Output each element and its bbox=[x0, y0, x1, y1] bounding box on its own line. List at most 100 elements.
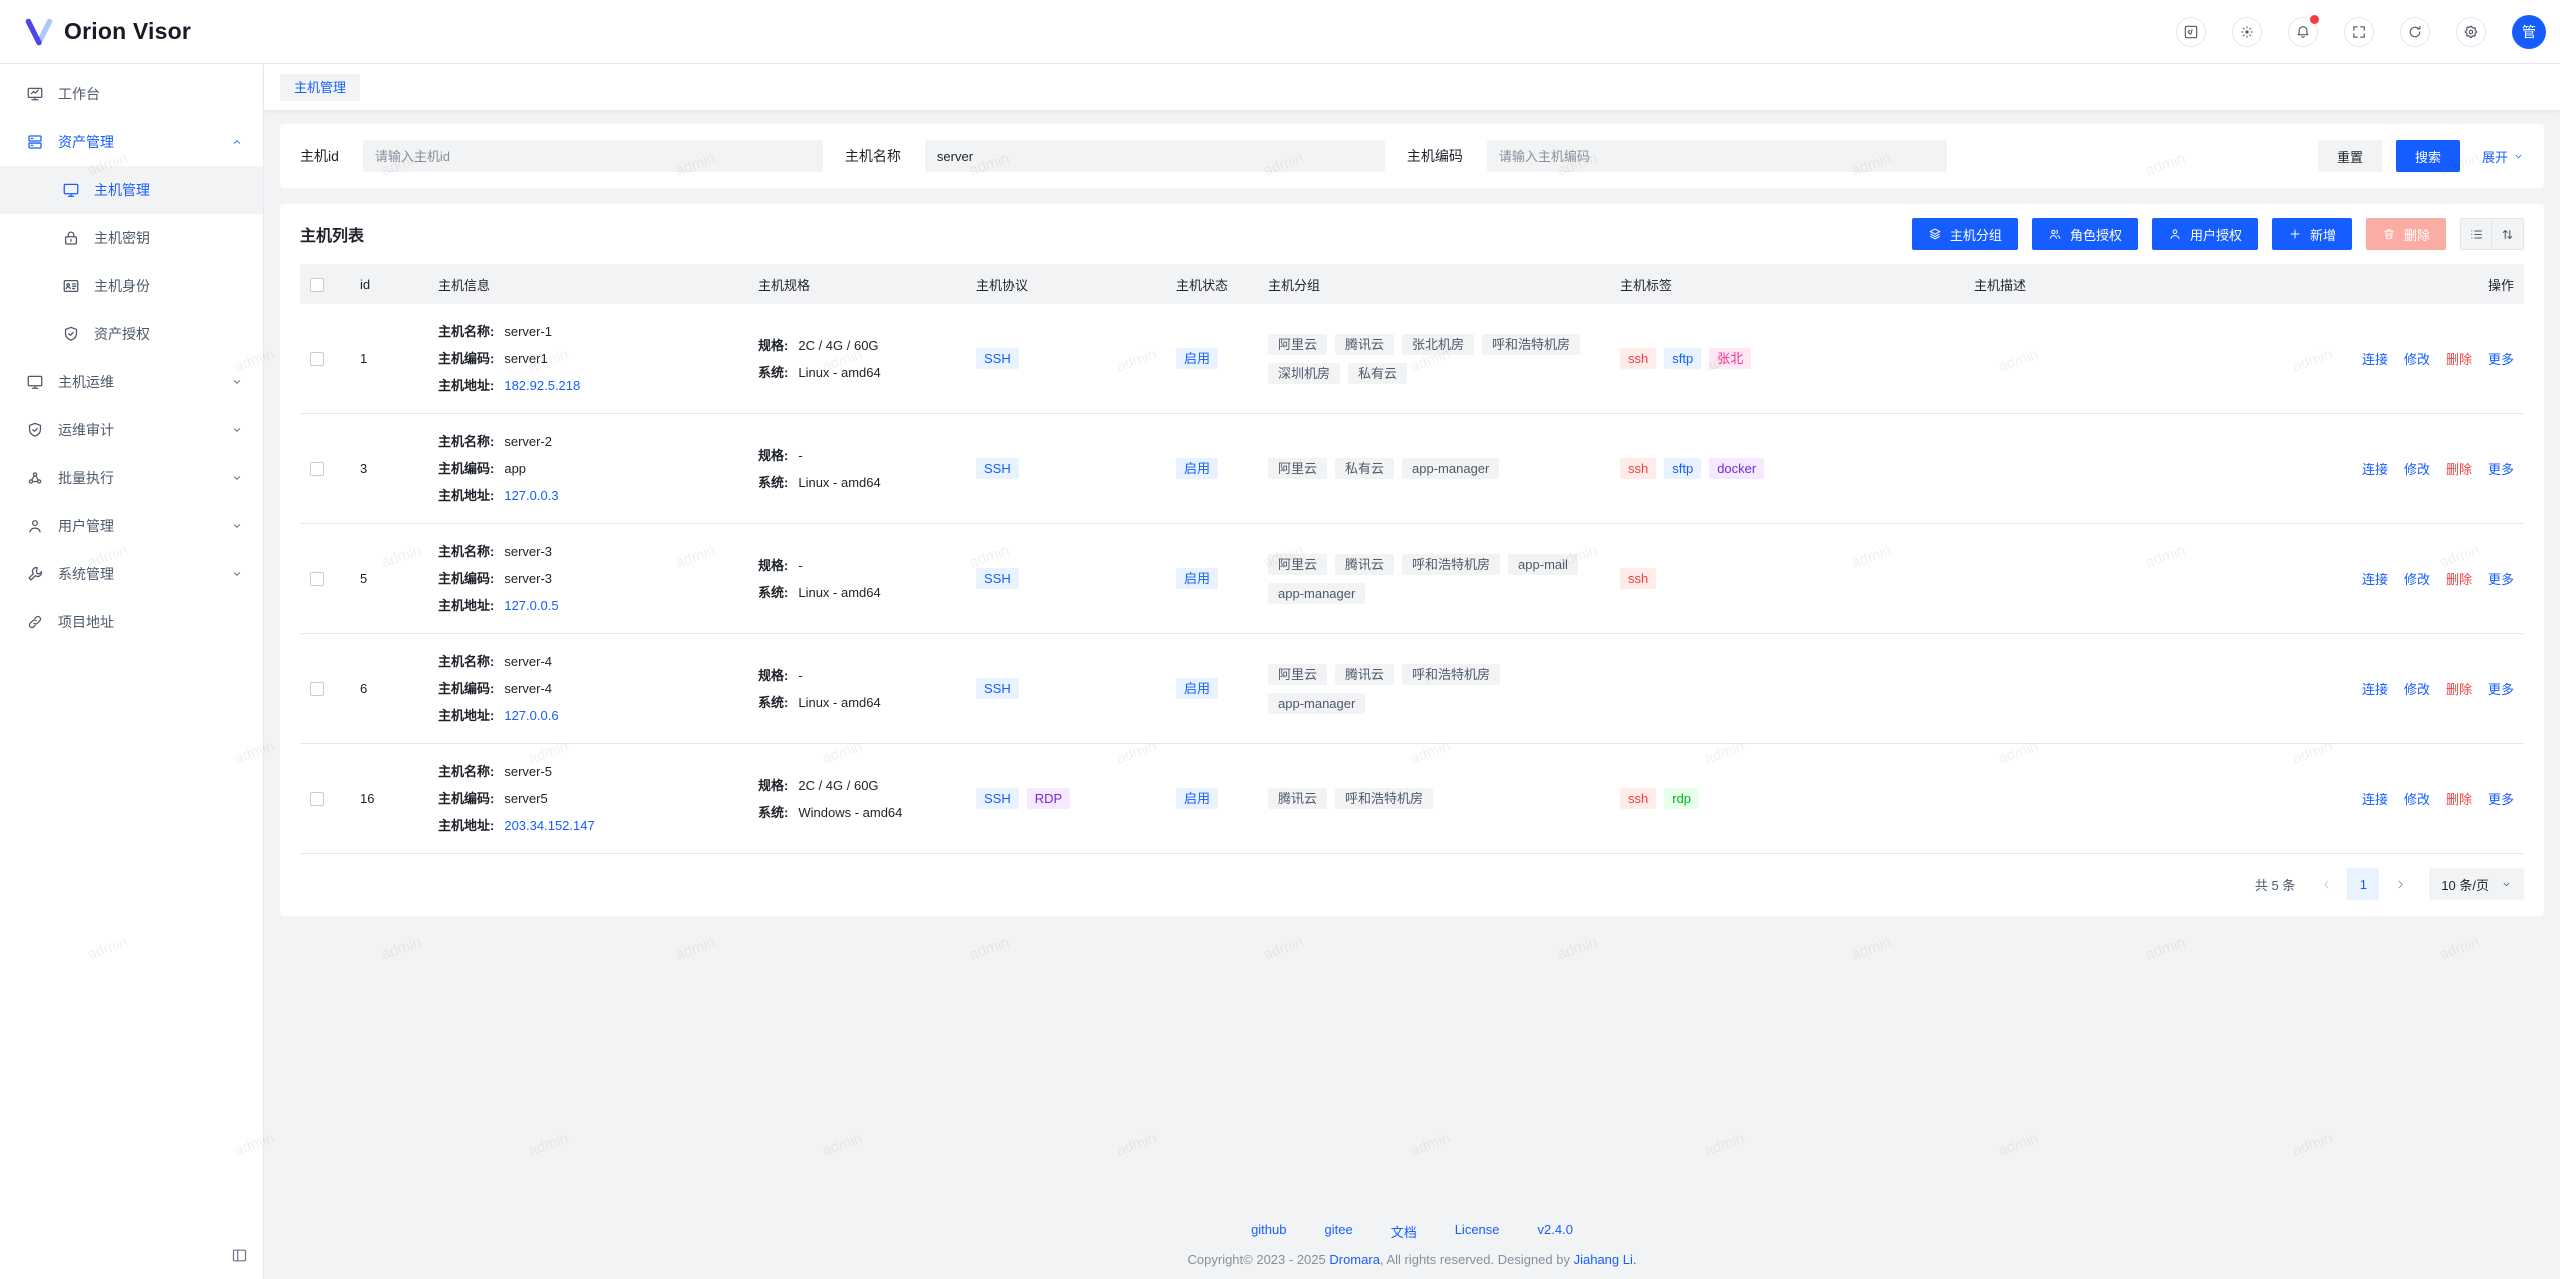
sort-button[interactable] bbox=[2492, 218, 2524, 250]
action-more[interactable]: 更多 bbox=[2487, 682, 2514, 697]
action-delete[interactable]: 删除 bbox=[2445, 682, 2472, 697]
cell-id: 1 bbox=[360, 351, 368, 366]
delete-button[interactable]: 删除 bbox=[2365, 218, 2446, 250]
code-settings-icon[interactable] bbox=[2176, 16, 2206, 47]
user-avatar[interactable]: 管 bbox=[2512, 14, 2546, 49]
sidebar-item-user-management[interactable]: 用户管理 bbox=[0, 502, 263, 550]
column-header: 主机协议 bbox=[976, 277, 1029, 293]
sidebar-item-batch-execution[interactable]: 批量执行 bbox=[0, 454, 263, 502]
sidebar-collapse-button[interactable] bbox=[227, 1243, 251, 1267]
info-label: 主机编码: bbox=[438, 681, 495, 696]
author-link[interactable]: Jiahang Li. bbox=[1573, 1252, 1637, 1267]
host-address-link[interactable]: 127.0.0.5 bbox=[504, 598, 559, 613]
footer-link[interactable]: v2.4.0 bbox=[1537, 1222, 1573, 1237]
search-button[interactable]: 搜索 bbox=[2395, 140, 2460, 172]
action-edit[interactable]: 修改 bbox=[2403, 682, 2430, 697]
column-setting-button[interactable] bbox=[2460, 218, 2492, 250]
protocol-tag: SSH bbox=[976, 678, 1019, 699]
action-delete[interactable]: 删除 bbox=[2445, 572, 2472, 587]
fullscreen-icon[interactable] bbox=[2344, 16, 2374, 47]
cell-host-info: 主机名称: server-3 主机编码: server-3 主机地址: 127.0.0.5 bbox=[428, 538, 748, 619]
action-more[interactable]: 更多 bbox=[2487, 572, 2514, 587]
spec-label: 系统: bbox=[758, 694, 789, 710]
spec-label: 规格: bbox=[758, 337, 789, 353]
action-connect[interactable]: 连接 bbox=[2361, 462, 2388, 477]
logo[interactable]: Orion Visor bbox=[24, 17, 191, 47]
action-connect[interactable]: 连接 bbox=[2361, 792, 2388, 807]
host-address-link[interactable]: 127.0.0.6 bbox=[504, 708, 559, 723]
footer-link[interactable]: gitee bbox=[1324, 1222, 1353, 1237]
action-delete[interactable]: 删除 bbox=[2445, 352, 2472, 367]
pagination-page-1[interactable]: 1 bbox=[2347, 868, 2380, 900]
row-checkbox[interactable] bbox=[310, 792, 324, 807]
dromara-link[interactable]: Dromara bbox=[1329, 1252, 1380, 1267]
sidebar-item-workbench[interactable]: 工作台 bbox=[0, 70, 263, 118]
pagination-next-button[interactable] bbox=[2385, 869, 2415, 899]
info-value: server-3 bbox=[504, 571, 553, 586]
column-header: 主机状态 bbox=[1176, 277, 1229, 293]
action-more[interactable]: 更多 bbox=[2487, 792, 2514, 807]
info-label: 主机名称: bbox=[438, 544, 495, 559]
table-head: 主机列表 主机分组 角色授权 用户授权 新增 删除 bbox=[300, 218, 2524, 250]
action-delete[interactable]: 删除 bbox=[2445, 792, 2472, 807]
action-more[interactable]: 更多 bbox=[2487, 352, 2514, 367]
expand-toggle[interactable]: 展开 bbox=[2482, 147, 2524, 166]
chevron-up-icon bbox=[231, 136, 243, 148]
sidebar-item-asset-management[interactable]: 资产管理 bbox=[0, 118, 263, 166]
reset-button[interactable]: 重置 bbox=[2317, 140, 2382, 172]
role-grant-button[interactable]: 角色授权 bbox=[2031, 218, 2138, 250]
sidebar-item-host-ops[interactable]: 主机运维 bbox=[0, 358, 263, 406]
user-grant-button[interactable]: 用户授权 bbox=[2151, 218, 2258, 250]
footer-link[interactable]: License bbox=[1454, 1222, 1500, 1237]
cell-host-protocol: SSH bbox=[966, 565, 1166, 592]
sidebar: 工作台 资产管理 主机管理 主机密钥 主机身份 资产授权 主机运维 运维审计 批量执行 用户管理系… bbox=[0, 64, 264, 1279]
host-id-input[interactable] bbox=[362, 140, 823, 172]
add-button[interactable]: 新增 bbox=[2271, 218, 2352, 250]
column-header: 主机规格 bbox=[758, 277, 811, 293]
sidebar-item-host-key[interactable]: 主机密钥 bbox=[0, 214, 263, 262]
column-header: 主机分组 bbox=[1268, 277, 1321, 293]
host-group-button[interactable]: 主机分组 bbox=[1911, 218, 2018, 250]
action-connect[interactable]: 连接 bbox=[2361, 572, 2388, 587]
theme-icon[interactable] bbox=[2232, 16, 2262, 47]
action-edit[interactable]: 修改 bbox=[2403, 792, 2430, 807]
sidebar-item-system-management[interactable]: 系统管理 bbox=[0, 550, 263, 598]
row-checkbox[interactable] bbox=[310, 682, 324, 697]
action-edit[interactable]: 修改 bbox=[2403, 352, 2430, 367]
button-label: 主机分组 bbox=[1949, 227, 2002, 243]
sidebar-item-asset-authorization[interactable]: 资产授权 bbox=[0, 310, 263, 358]
action-delete[interactable]: 删除 bbox=[2445, 462, 2472, 477]
tab-host-management[interactable]: 主机管理 bbox=[280, 73, 361, 101]
action-more[interactable]: 更多 bbox=[2487, 462, 2514, 477]
action-connect[interactable]: 连接 bbox=[2361, 682, 2388, 697]
host-address-link[interactable]: 203.34.152.147 bbox=[504, 818, 595, 833]
action-edit[interactable]: 修改 bbox=[2403, 462, 2430, 477]
row-checkbox[interactable] bbox=[310, 572, 324, 587]
page-size-select[interactable]: 10 条/页 bbox=[2429, 868, 2524, 900]
group-chip: app-manager bbox=[1402, 458, 1500, 479]
select-all-checkbox[interactable] bbox=[310, 277, 324, 292]
sidebar-item-project-url[interactable]: 项目地址 bbox=[0, 598, 263, 646]
host-address-link[interactable]: 127.0.0.3 bbox=[504, 488, 559, 503]
host-code-input[interactable] bbox=[1486, 140, 1947, 172]
refresh-icon[interactable] bbox=[2400, 16, 2430, 47]
host-name-input[interactable] bbox=[924, 140, 1385, 172]
button-label: 新增 bbox=[2309, 227, 2336, 243]
row-checkbox[interactable] bbox=[310, 462, 324, 477]
sidebar-item-ops-audit[interactable]: 运维审计 bbox=[0, 406, 263, 454]
pagination-prev-button[interactable] bbox=[2311, 869, 2341, 899]
host-address-link[interactable]: 182.92.5.218 bbox=[504, 378, 581, 393]
settings-icon[interactable] bbox=[2456, 16, 2486, 47]
row-checkbox[interactable] bbox=[310, 352, 324, 367]
idcard-icon bbox=[62, 277, 80, 295]
chevron-down-icon bbox=[231, 520, 243, 532]
group-chip: 私有云 bbox=[1335, 458, 1395, 479]
footer-link[interactable]: 文档 bbox=[1390, 1225, 1417, 1240]
sidebar-item-host-identity[interactable]: 主机身份 bbox=[0, 262, 263, 310]
info-line: 主机地址: 127.0.0.5 bbox=[438, 592, 738, 619]
action-connect[interactable]: 连接 bbox=[2361, 352, 2388, 367]
notifications-icon[interactable] bbox=[2288, 14, 2319, 47]
footer-link[interactable]: github bbox=[1251, 1222, 1287, 1237]
action-edit[interactable]: 修改 bbox=[2403, 572, 2430, 587]
sidebar-item-host-management[interactable]: 主机管理 bbox=[0, 166, 263, 214]
